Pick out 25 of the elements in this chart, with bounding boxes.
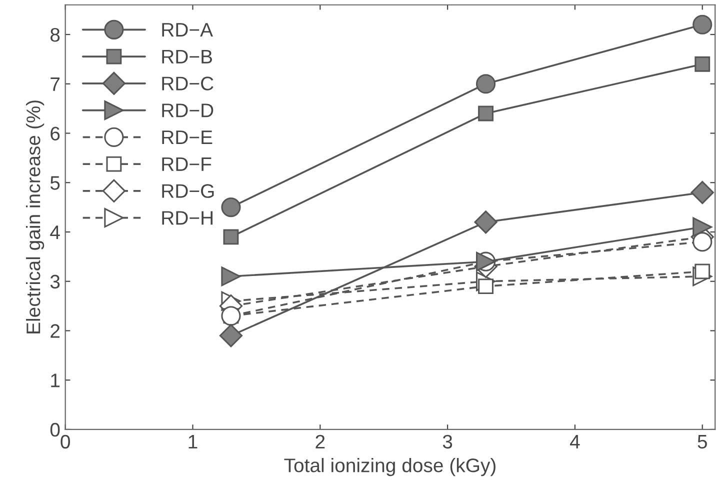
y-axis-title: Electrical gain increase (%) [26,100,44,334]
y-tick-label: 2 [50,324,60,338]
x-tick-label: 1 [188,435,198,448]
legend-label: RD−B [162,50,212,64]
legend-label: RD−H [162,211,213,225]
x-tick-label: 4 [570,435,580,448]
x-axis-title: Total ionizing dose (kGy) [284,458,496,476]
y-tick-label: 4 [50,226,60,240]
x-tick-label: 0 [60,434,70,449]
legend-label: RD−A [162,23,213,36]
y-tick-label: 7 [50,78,60,91]
legend-label: RD−E [162,130,212,144]
y-tick-label: 8 [50,28,60,42]
y-tick-label: 0 [50,422,60,437]
y-tick-label: 1 [51,374,60,388]
legend-label: RD−D [162,104,214,118]
x-tick-label: 5 [698,435,707,449]
x-tick-label: 3 [442,434,452,449]
y-tick-label: 5 [50,176,60,190]
legend-label: RD−G [162,184,214,198]
legend-label: RD−F [162,157,212,171]
legend-label: RD−C [162,76,214,90]
x-tick-label: 2 [316,434,325,448]
y-tick-label: 3 [50,274,60,289]
y-tick-label: 6 [50,126,60,140]
